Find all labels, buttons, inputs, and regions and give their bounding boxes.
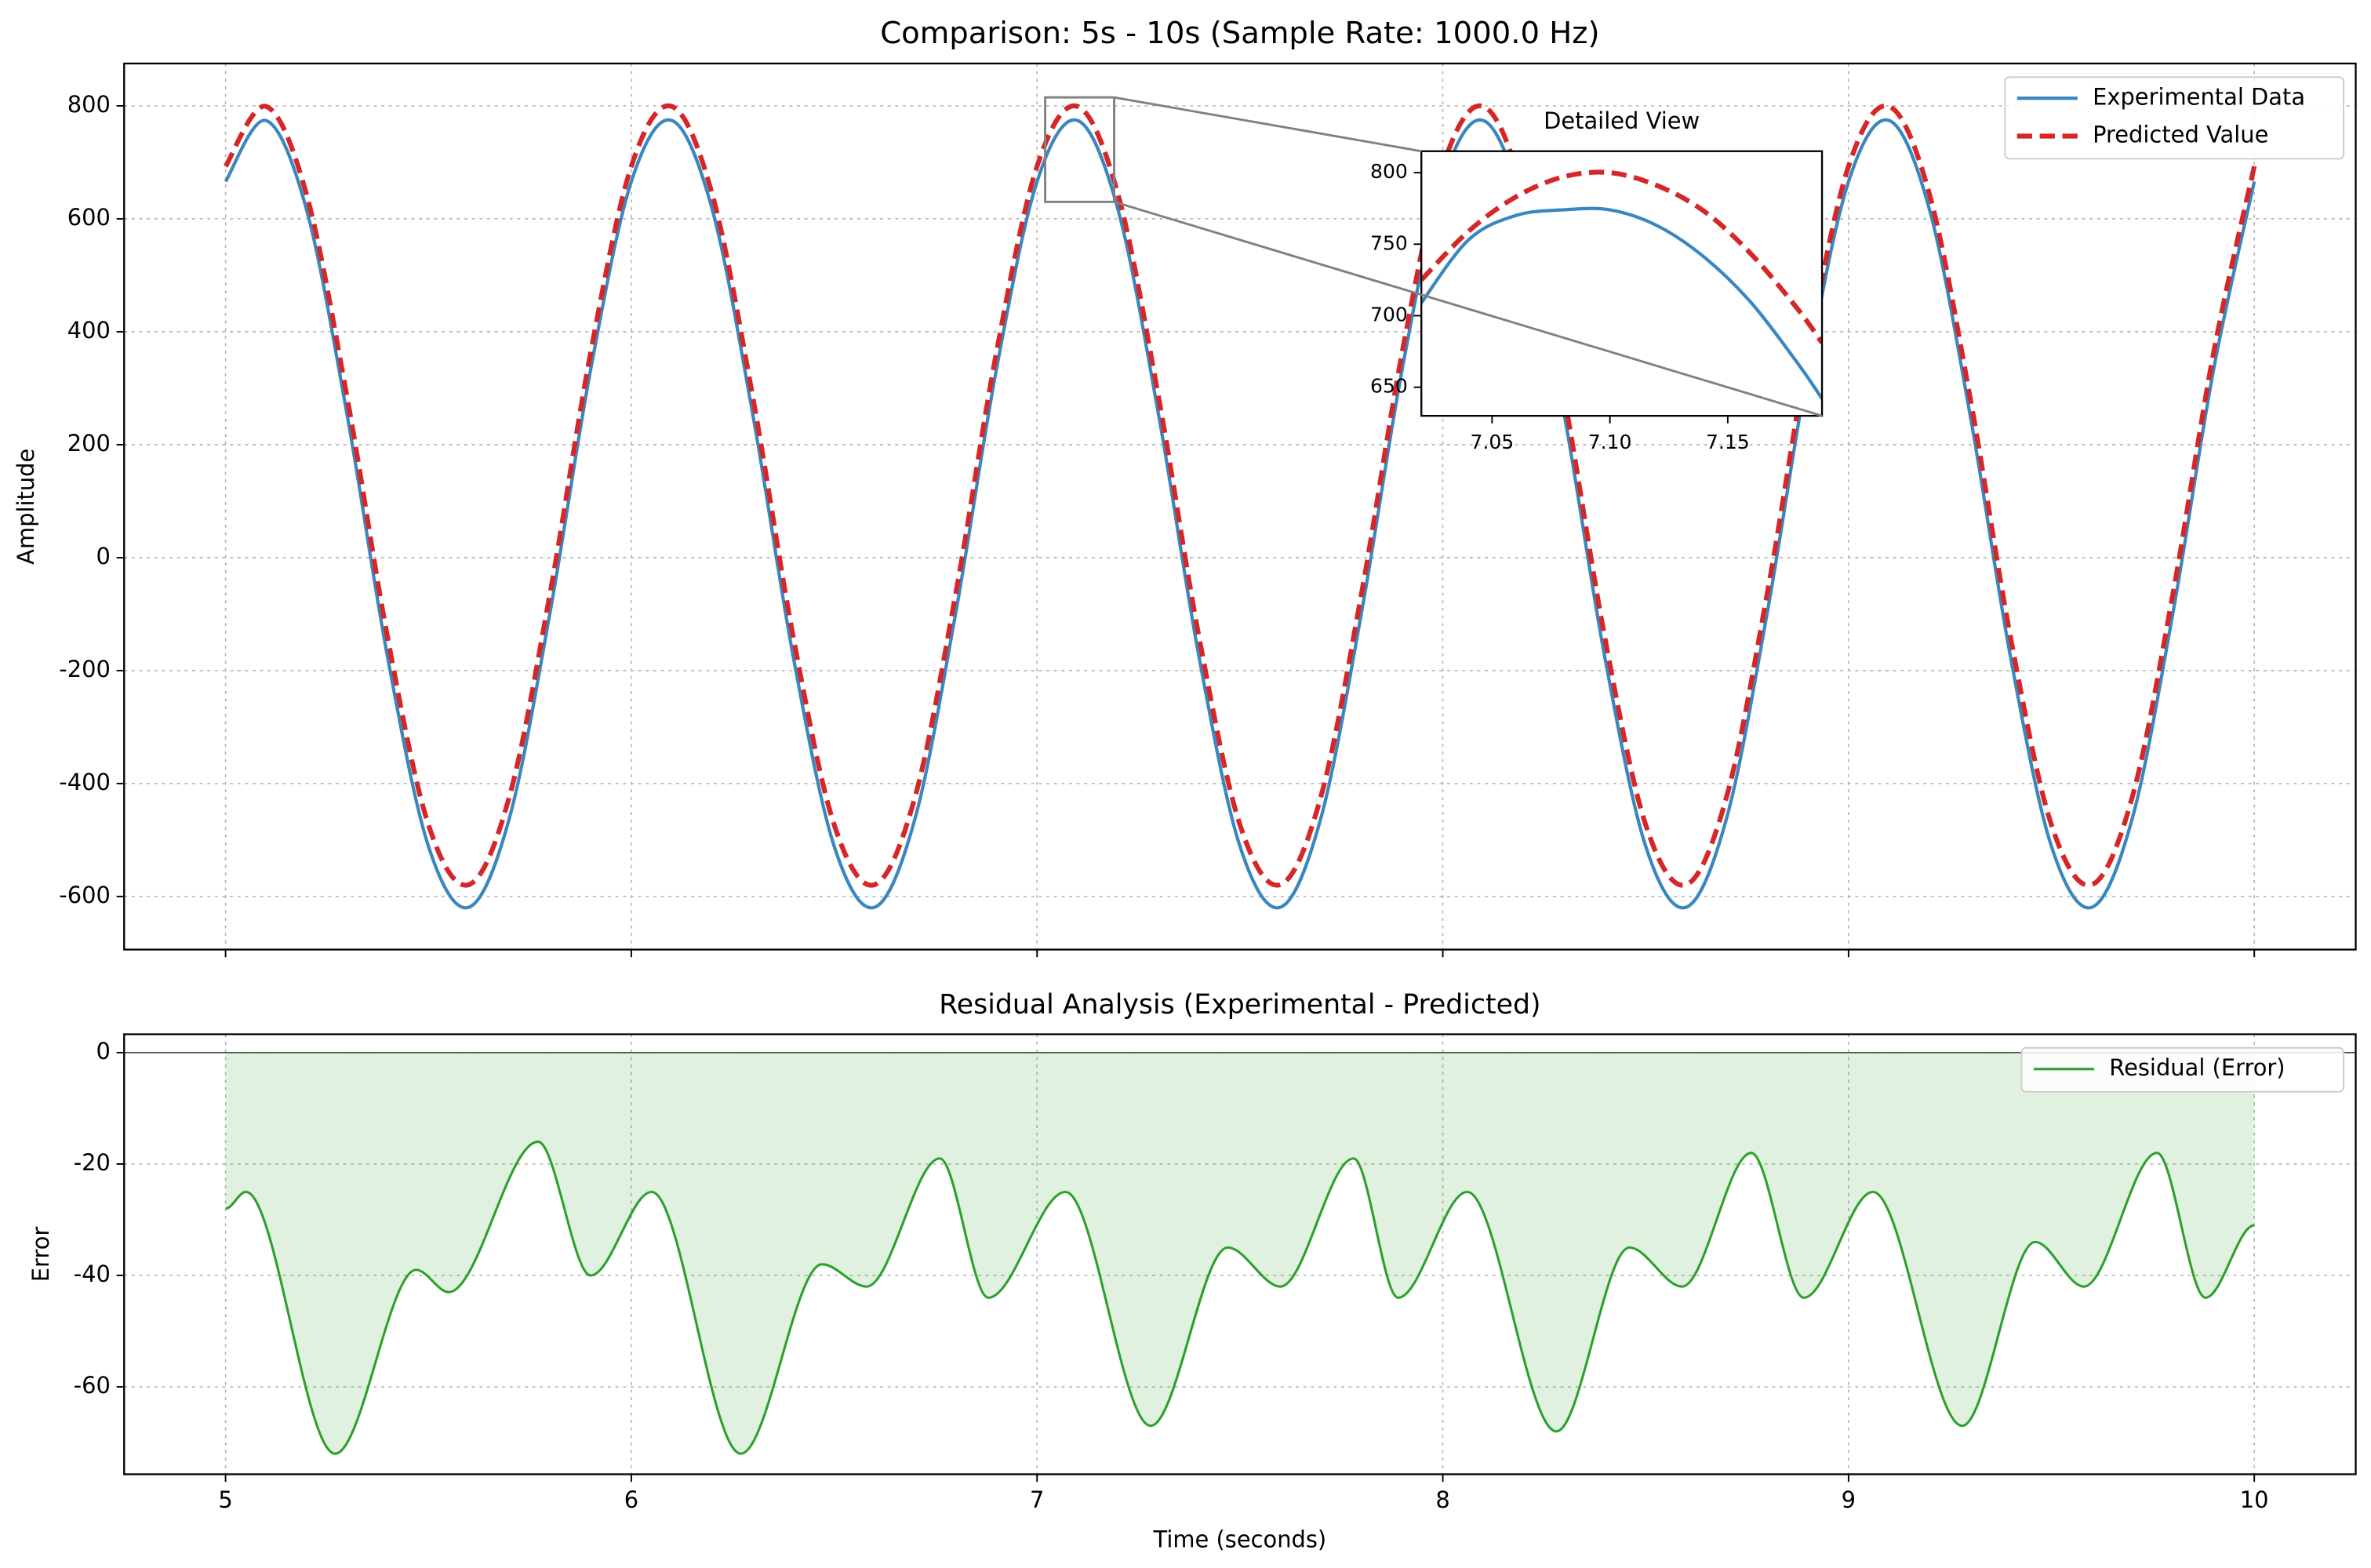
axes-frame xyxy=(1420,150,1824,417)
x-tick-label: 8 xyxy=(1435,1486,1449,1513)
axes-title: Comparison: 5s - 10s (Sample Rate: 1000.… xyxy=(880,16,1599,51)
residual-line xyxy=(225,1141,2255,1455)
legend-label: Residual (Error) xyxy=(2109,1054,2285,1081)
y-tick-label: 800 xyxy=(1370,160,1408,183)
series-line xyxy=(1421,169,1823,344)
legend-label: Predicted Value xyxy=(2093,121,2268,147)
zoom-connector xyxy=(1114,96,1422,153)
zoom-connector xyxy=(1114,200,1823,417)
axes: -60 -40 -20 0 5 6 7 8 9 10 Residual Analysis (Expe… xyxy=(27,989,2357,1552)
legend-label: Experimental Data xyxy=(2093,83,2305,110)
y-tick-label: -20 xyxy=(74,1149,111,1176)
x-tick-label: 10 xyxy=(2240,1486,2269,1513)
y-tick-label: -40 xyxy=(74,1261,111,1287)
legend: Experimental Data Predicted Value xyxy=(2004,76,2345,160)
y-tick-label: 0 xyxy=(96,543,111,569)
y-tick-label: 700 xyxy=(1370,303,1408,326)
zoom-box xyxy=(1044,96,1115,203)
x-axis-label: Time (seconds) xyxy=(1153,1526,1327,1552)
y-tick-label: 400 xyxy=(67,317,111,344)
axes: 650 700 750 800 7.05 7.10 7.15 Detailed View xyxy=(1370,107,1824,453)
plot-area xyxy=(124,63,2356,950)
y-tick-label: -200 xyxy=(59,656,111,682)
y-tick-label: 200 xyxy=(67,430,111,457)
x-tick-label: 5 xyxy=(218,1486,232,1513)
y-tick-label: -60 xyxy=(74,1372,111,1399)
x-tick-label: 7.10 xyxy=(1588,431,1632,453)
y-tick-label: 0 xyxy=(96,1038,111,1064)
series-line xyxy=(1421,206,1823,400)
x-tick-label: 7.05 xyxy=(1470,431,1514,453)
x-tick-label: 7 xyxy=(1030,1486,1044,1513)
y-tick-label: -400 xyxy=(59,769,111,795)
x-tick-label: 6 xyxy=(624,1486,638,1513)
axes-title: Detailed View xyxy=(1544,107,1700,134)
y-tick-label: -600 xyxy=(59,882,111,908)
axes: -600 -400 -200 0 200 400 600 800 Comparison: 5s … xyxy=(13,16,2357,958)
series-line xyxy=(223,103,2257,888)
y-axis-label: Error xyxy=(27,1227,54,1282)
x-tick-label: 9 xyxy=(1842,1486,1856,1513)
plot-area xyxy=(1421,151,1823,417)
axes-frame xyxy=(123,1033,2357,1475)
legend-box xyxy=(2020,1046,2345,1093)
y-tick-label: 750 xyxy=(1370,231,1408,254)
y-tick-label: 650 xyxy=(1370,375,1408,398)
axes-title: Residual Analysis (Experimental - Predic… xyxy=(939,989,1540,1020)
series-line xyxy=(224,118,2256,910)
y-axis-label: Amplitude xyxy=(13,449,39,565)
y-tick-label: 600 xyxy=(67,204,111,231)
legend-box xyxy=(2004,76,2345,160)
x-tick-label: 7.15 xyxy=(1706,431,1750,453)
y-tick-label: 800 xyxy=(67,91,111,118)
axes-frame xyxy=(123,62,2357,951)
legend: Residual (Error) xyxy=(2020,1046,2345,1093)
